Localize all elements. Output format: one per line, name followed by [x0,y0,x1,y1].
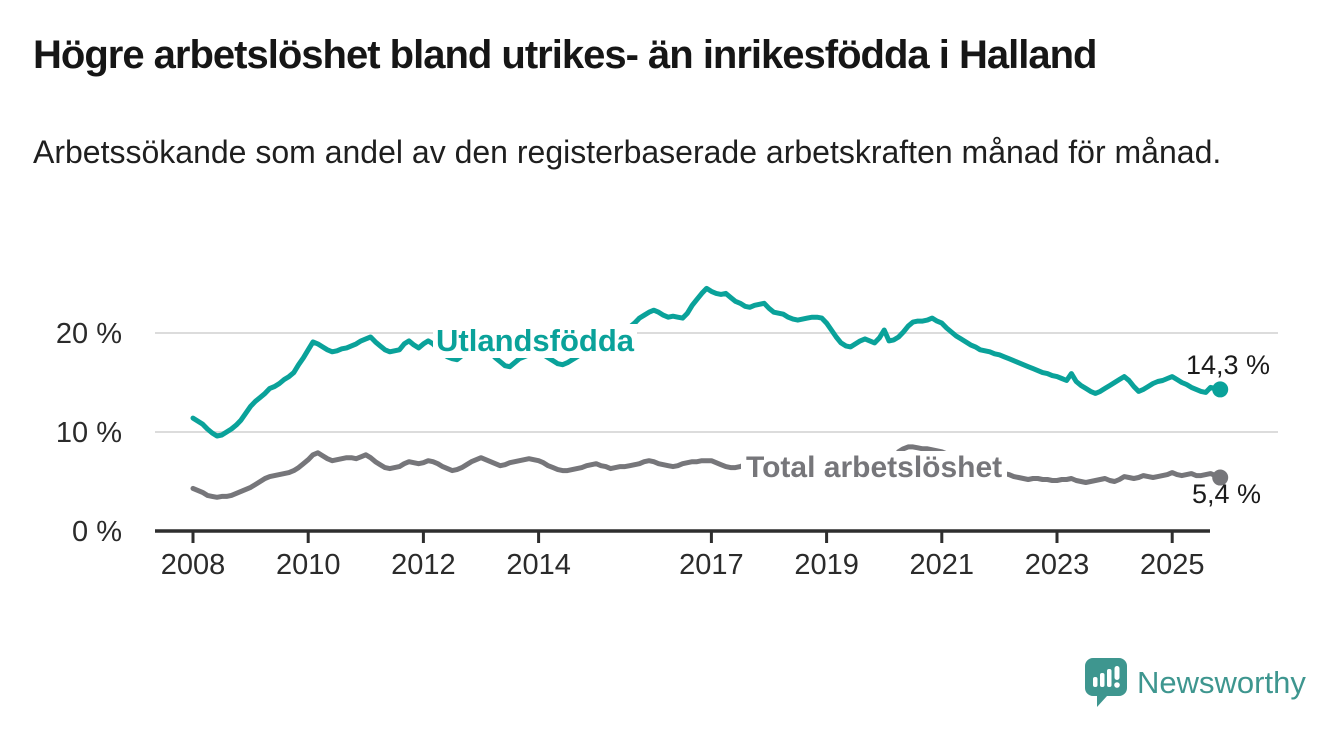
newsworthy-speech-bubble-icon [1085,658,1127,707]
newsworthy-logo: Newsworthy [1085,658,1306,708]
y-tick-label-10: 10 % [56,417,122,449]
end-value-label-utlandsfodda: 14,3 % [1186,350,1271,380]
chart-series [190,285,1229,500]
x-tick-label-2014: 2014 [506,549,571,581]
chart-subtitle: Arbetssökande som andel av den registerb… [33,134,1222,170]
x-tick-label-2023: 2023 [1025,549,1090,581]
series-label-total-arbetsloshet: Total arbetslöshet [741,451,1008,484]
page-title: Högre arbetslöshet bland utrikes- än inr… [33,33,1097,77]
x-tick-label-2021: 2021 [910,549,975,581]
x-tick-label-2010: 2010 [276,549,341,581]
x-tick-label-2025: 2025 [1140,549,1205,581]
y-tick-label-0: 0 % [72,516,122,548]
x-tick-label-2017: 2017 [679,549,744,581]
newsworthy-wordmark: Newsworthy [1137,665,1306,700]
x-axis [155,529,1210,543]
series-label-utlandsfodda: Utlandsfödda [433,323,638,359]
y-tick-label-20: 20 % [56,318,122,350]
x-tick-label-2012: 2012 [391,549,456,581]
series-line-total-arbetsl-shet [190,444,1223,500]
series-line-utlandsf-dda [190,285,1223,439]
end-value-label-total: 5,4 % [1192,479,1262,509]
series-end-dot-total-arbetsl-shet [1212,469,1229,486]
x-tick-label-2019: 2019 [794,549,859,581]
series-end-dot-utlandsf-dda [1212,381,1229,398]
gridlines [155,332,1278,433]
x-tick-label-2008: 2008 [161,549,226,581]
axis-tick-labels: 0 % 10 % 20 % 2008 2010 2012 2014 2017 2019 2021 2… [56,318,1205,581]
